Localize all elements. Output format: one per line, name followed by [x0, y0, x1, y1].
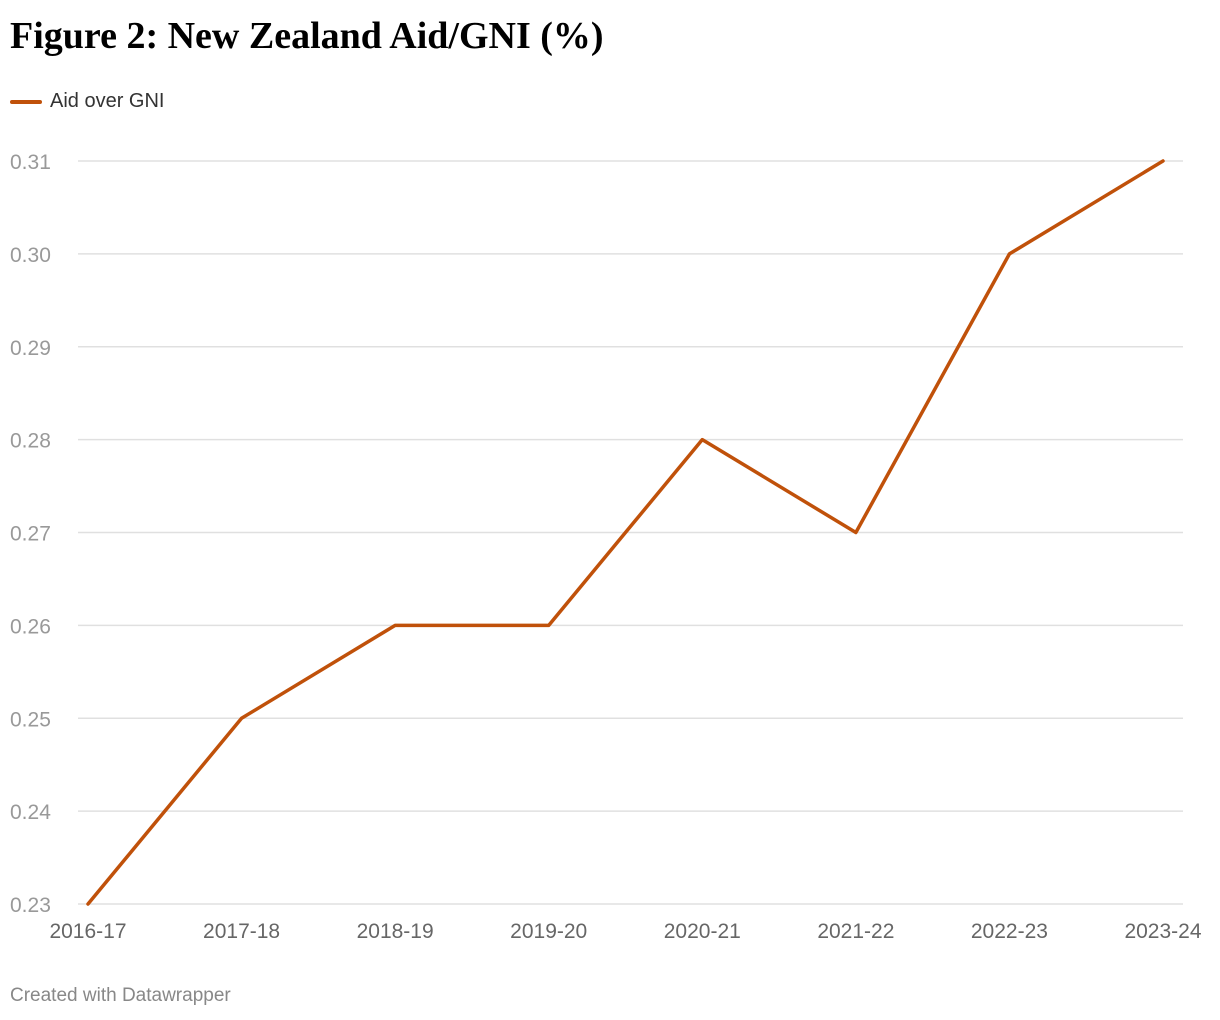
y-tick-label: 0.26 [10, 615, 51, 638]
data-point[interactable] [82, 898, 94, 910]
y-tick-label: 0.30 [10, 244, 51, 267]
x-tick-label: 2017-18 [203, 920, 280, 943]
y-tick-label: 0.29 [10, 337, 51, 360]
x-tick-label: 2020-21 [664, 920, 741, 943]
data-point[interactable] [696, 434, 708, 446]
data-point[interactable] [389, 619, 401, 631]
chart-title: Figure 2: New Zealand Aid/GNI (%) [10, 15, 604, 57]
y-tick-label: 0.31 [10, 151, 51, 174]
data-point[interactable] [1157, 155, 1169, 167]
gridlines [78, 160, 1183, 905]
y-tick-label: 0.24 [10, 801, 51, 824]
x-tick-label: 2018-19 [357, 920, 434, 943]
x-tick-label: 2019-20 [510, 920, 587, 943]
footer-credit: Created with Datawrapper [10, 985, 231, 1006]
legend-label: Aid over GNI [50, 90, 165, 112]
x-tick-label: 2023-24 [1124, 920, 1201, 943]
x-tick-label: 2021-22 [817, 920, 894, 943]
x-axis-labels: 2016-17 2017-18 2018-19 2019-20 2020-21 2021-… [49, 920, 1201, 943]
x-tick-label: 2022-23 [971, 920, 1048, 943]
data-point[interactable] [1003, 248, 1015, 260]
y-tick-label: 0.28 [10, 430, 51, 453]
data-point[interactable] [543, 619, 555, 631]
series-layer [82, 155, 1169, 910]
legend: Aid over GNI [10, 90, 164, 113]
x-tick-label: 2016-17 [49, 920, 126, 943]
legend-swatch [10, 99, 42, 104]
data-point[interactable] [850, 527, 862, 539]
y-tick-label: 0.27 [10, 523, 51, 546]
y-tick-label: 0.25 [10, 708, 51, 731]
y-axis-labels: 0.31 0.30 0.29 0.28 0.27 0.26 0.25 0.24 0.23 [10, 151, 51, 917]
data-point[interactable] [236, 712, 248, 724]
series-line [86, 159, 1165, 906]
line-chart: 0.31 0.30 0.29 0.28 0.27 0.26 0.25 0.24 0.23 201… [10, 151, 1202, 943]
y-tick-label: 0.23 [10, 894, 51, 917]
